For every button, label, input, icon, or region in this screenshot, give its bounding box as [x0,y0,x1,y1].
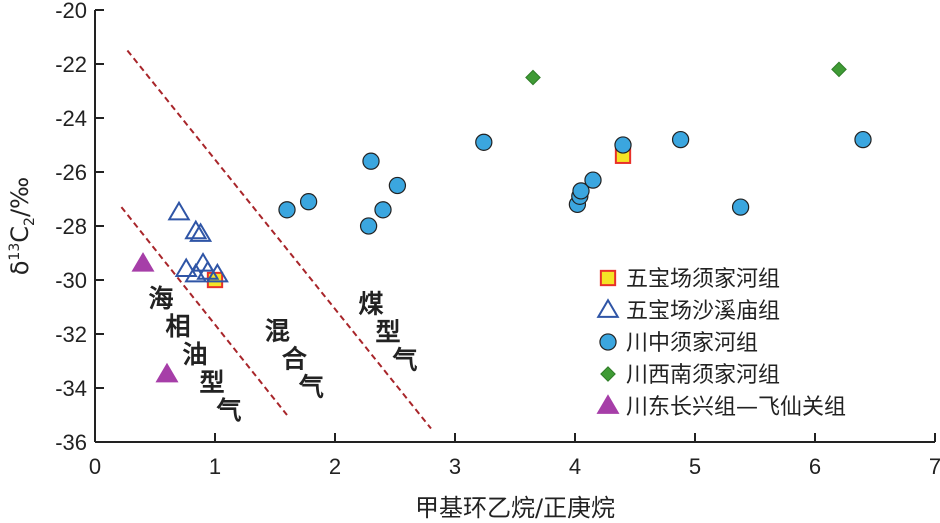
legend-marker [600,366,616,382]
legend-marker [599,333,617,351]
region-label-char: 煤 [358,289,383,318]
y-axis-title-superscript: 13 [7,243,23,261]
y-axis-title-delta: δ [6,261,34,276]
data-point [189,222,213,242]
y-axis-title-element: C [6,226,34,243]
legend-marker [599,269,617,287]
data-points [131,61,872,383]
x-tick-label: 3 [449,454,461,479]
region-label-char: 油 [182,340,207,369]
region-label-char: 气 [391,345,417,374]
data-point [167,200,191,221]
axis-ticks: 0 1 2 3 4 5 6 7 -20 -22 -24 -26 -28 -30 -32 -34 -36 [55,0,940,479]
y-tick-label: -22 [55,52,87,77]
y-axis-title: δ13C2/‰ [6,177,38,276]
x-tick-label: 1 [209,454,221,479]
data-point [205,262,229,283]
y-axis-title-unit: /‰ [6,177,34,217]
legend-label: 川西南须家河组 [626,363,780,388]
y-tick-label: -32 [55,322,87,347]
data-point [671,130,690,149]
legend-marker [596,298,620,318]
data-point [388,176,407,195]
data-point [374,201,392,219]
region-label-char: 合 [282,344,308,373]
region-label-char: 型 [375,317,400,346]
data-point [155,362,179,383]
region-label-char: 气 [298,372,324,401]
y-tick-label: -20 [55,0,87,23]
data-point [854,130,872,149]
data-point [184,219,208,240]
boundary-line [120,206,288,416]
data-point [174,257,198,278]
legend-label: 川中须家河组 [626,331,758,356]
data-point [299,193,318,211]
x-tick-label: 5 [689,454,701,479]
data-point [584,171,602,189]
x-axis-title: 甲基环乙烷/正庚烷 [415,494,615,522]
data-point [525,69,541,86]
legend-marker [596,394,620,414]
x-tick-label: 4 [569,454,581,479]
data-point [731,198,750,216]
x-tick-label: 7 [929,454,940,479]
boundary-line [126,49,432,430]
data-point [572,182,590,200]
region-label-char: 气 [215,396,241,425]
y-tick-label: -30 [55,268,87,293]
region-label-char: 混 [265,316,290,345]
region-label-char: 海 [148,284,173,313]
data-point [831,61,847,78]
data-point [278,201,296,219]
data-point [475,133,493,151]
legend-label: 川东长兴组—飞仙关组 [626,395,846,420]
data-point [196,260,220,280]
data-point [362,152,380,170]
data-point [359,217,378,235]
y-axis-title-subscript: 2 [22,217,38,226]
legend-label: 五宝场沙溪庙组 [626,299,780,324]
region-label-char: 型 [199,368,224,397]
y-tick-label: -34 [55,376,87,401]
data-point [191,252,215,272]
x-tick-label: 0 [89,454,101,479]
x-tick-label: 6 [809,454,821,479]
y-tick-label: -24 [55,106,87,131]
data-point [614,136,632,154]
legend-label: 五宝场须家河组 [626,267,780,292]
y-tick-label: -28 [55,214,87,239]
data-point [131,252,155,272]
y-tick-label: -36 [55,430,87,455]
boundary-lines [120,49,432,430]
y-tick-label: -26 [55,160,87,185]
region-label-char: 相 [165,312,190,341]
x-tick-label: 2 [329,454,341,479]
